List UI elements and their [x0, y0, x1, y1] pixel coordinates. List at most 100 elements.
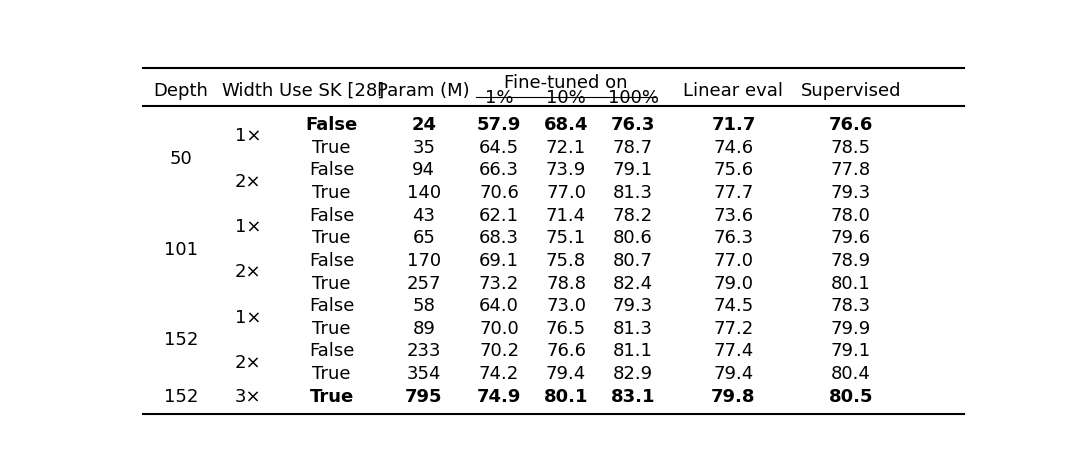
Text: 2×: 2×: [234, 172, 261, 190]
Text: Fine-tuned on: Fine-tuned on: [504, 74, 627, 92]
Text: 71.7: 71.7: [712, 116, 756, 134]
Text: 1×: 1×: [234, 309, 261, 326]
Text: 79.8: 79.8: [712, 388, 756, 406]
Text: 76.6: 76.6: [546, 342, 586, 361]
Text: 68.4: 68.4: [544, 116, 589, 134]
Text: 79.4: 79.4: [545, 365, 586, 383]
Text: 77.8: 77.8: [831, 162, 870, 179]
Text: False: False: [309, 342, 354, 361]
Text: 80.4: 80.4: [831, 365, 870, 383]
Text: 233: 233: [406, 342, 441, 361]
Text: 79.0: 79.0: [714, 275, 754, 293]
Text: 79.9: 79.9: [831, 320, 870, 338]
Text: 76.3: 76.3: [611, 116, 656, 134]
Text: 77.7: 77.7: [713, 184, 754, 202]
Text: 795: 795: [405, 388, 443, 406]
Text: 71.4: 71.4: [546, 207, 586, 225]
Text: 152: 152: [164, 331, 199, 349]
Text: 79.6: 79.6: [831, 229, 870, 247]
Text: 2×: 2×: [234, 354, 261, 372]
Text: 62.1: 62.1: [480, 207, 519, 225]
Text: Depth: Depth: [153, 82, 208, 100]
Text: 82.4: 82.4: [613, 275, 653, 293]
Text: True: True: [310, 388, 354, 406]
Text: 76.6: 76.6: [828, 116, 873, 134]
Text: 1×: 1×: [234, 127, 261, 145]
Text: 81.3: 81.3: [613, 320, 653, 338]
Text: 140: 140: [407, 184, 441, 202]
Text: 74.9: 74.9: [477, 388, 522, 406]
Text: 68.3: 68.3: [480, 229, 519, 247]
Text: 79.1: 79.1: [831, 342, 870, 361]
Text: Param (M): Param (M): [377, 82, 470, 100]
Text: 57.9: 57.9: [477, 116, 522, 134]
Text: True: True: [312, 320, 351, 338]
Text: Linear eval: Linear eval: [684, 82, 783, 100]
Text: False: False: [309, 207, 354, 225]
Text: 75.6: 75.6: [714, 162, 754, 179]
Text: 79.3: 79.3: [612, 297, 653, 315]
Text: 354: 354: [406, 365, 441, 383]
Text: 66.3: 66.3: [480, 162, 519, 179]
Text: 77.4: 77.4: [713, 342, 754, 361]
Text: 73.0: 73.0: [546, 297, 586, 315]
Text: 83.1: 83.1: [611, 388, 656, 406]
Text: 80.7: 80.7: [613, 252, 653, 270]
Text: 78.8: 78.8: [546, 275, 586, 293]
Text: 73.2: 73.2: [478, 275, 519, 293]
Text: False: False: [309, 162, 354, 179]
Text: True: True: [312, 229, 351, 247]
Text: 3×: 3×: [234, 388, 261, 406]
Text: 79.4: 79.4: [713, 365, 754, 383]
Text: False: False: [309, 252, 354, 270]
Text: 50: 50: [170, 150, 192, 168]
Text: 70.6: 70.6: [480, 184, 519, 202]
Text: 69.1: 69.1: [480, 252, 519, 270]
Text: 58: 58: [413, 297, 435, 315]
Text: 80.1: 80.1: [831, 275, 870, 293]
Text: 64.0: 64.0: [480, 297, 519, 315]
Text: 24: 24: [411, 116, 436, 134]
Text: 94: 94: [413, 162, 435, 179]
Text: 80.1: 80.1: [544, 388, 589, 406]
Text: 76.3: 76.3: [714, 229, 754, 247]
Text: True: True: [312, 184, 351, 202]
Text: 152: 152: [164, 388, 199, 406]
Text: 78.0: 78.0: [831, 207, 870, 225]
Text: 10%: 10%: [546, 89, 586, 107]
Text: 80.6: 80.6: [613, 229, 653, 247]
Text: Width: Width: [221, 82, 274, 100]
Text: 43: 43: [413, 207, 435, 225]
Text: Supervised: Supervised: [800, 82, 901, 100]
Text: 77.0: 77.0: [714, 252, 754, 270]
Text: 89: 89: [413, 320, 435, 338]
Text: 74.6: 74.6: [714, 139, 754, 157]
Text: 81.1: 81.1: [613, 342, 653, 361]
Text: 70.0: 70.0: [480, 320, 519, 338]
Text: True: True: [312, 365, 351, 383]
Text: 70.2: 70.2: [480, 342, 519, 361]
Text: 1%: 1%: [485, 89, 513, 107]
Text: 72.1: 72.1: [546, 139, 586, 157]
Text: 74.2: 74.2: [478, 365, 519, 383]
Text: True: True: [312, 275, 351, 293]
Text: False: False: [306, 116, 357, 134]
Text: 75.8: 75.8: [546, 252, 586, 270]
Text: 77.2: 77.2: [713, 320, 754, 338]
Text: 257: 257: [406, 275, 441, 293]
Text: 76.5: 76.5: [546, 320, 586, 338]
Text: 78.3: 78.3: [831, 297, 870, 315]
Text: 79.3: 79.3: [831, 184, 870, 202]
Text: 75.1: 75.1: [546, 229, 586, 247]
Text: 170: 170: [407, 252, 441, 270]
Text: Use SK [28]: Use SK [28]: [279, 82, 384, 100]
Text: 77.0: 77.0: [546, 184, 586, 202]
Text: 2×: 2×: [234, 263, 261, 281]
Text: 64.5: 64.5: [480, 139, 519, 157]
Text: 100%: 100%: [608, 89, 659, 107]
Text: 101: 101: [164, 240, 198, 258]
Text: 74.5: 74.5: [713, 297, 754, 315]
Text: 73.6: 73.6: [714, 207, 754, 225]
Text: 80.5: 80.5: [828, 388, 873, 406]
Text: 78.7: 78.7: [613, 139, 653, 157]
